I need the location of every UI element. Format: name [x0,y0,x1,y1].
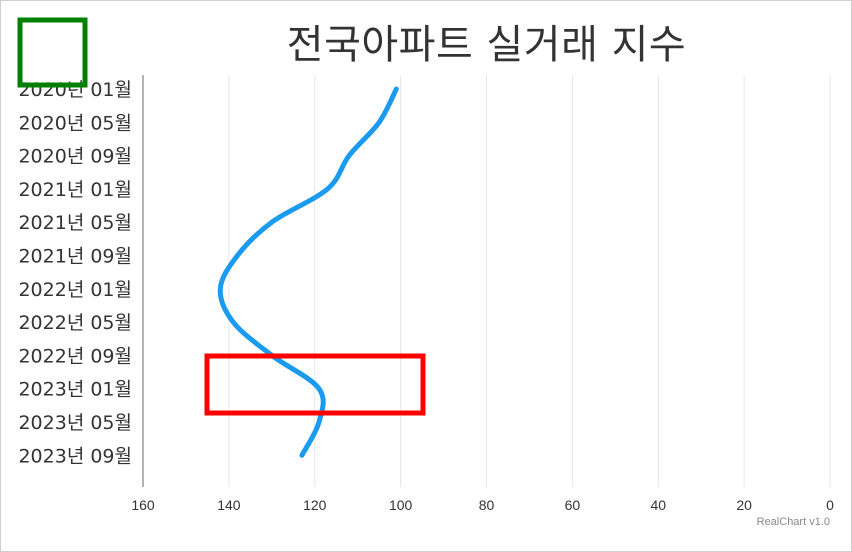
y-tick-label: 2022년 01월 [18,279,132,301]
y-tick-label: 2022년 09월 [18,345,132,367]
series-group [217,86,399,458]
y-tick-label: 2023년 01월 [18,379,132,401]
grid-lines [228,75,831,487]
y-tick-label: 2021년 05월 [18,212,132,234]
y-tick-label: 2021년 01월 [18,179,132,201]
annotation-box [204,353,426,416]
x-tick-label: 80 [479,497,495,513]
chart-credits: RealChart v1.0 [756,516,830,528]
y-tick-label: 2023년 09월 [18,445,132,467]
x-tick-label: 60 [565,497,581,513]
annotation-boxes [17,17,426,416]
y-tick-label: 2020년 09월 [18,146,132,168]
y-tick-label: 2020년 05월 [18,112,132,134]
y-tick-label: 2023년 05월 [18,412,132,434]
y-tick-label: 2022년 05월 [18,312,132,334]
x-tick-label: 40 [650,497,666,513]
x-tick-label: 0 [826,497,834,513]
x-tick-label: 160 [131,497,155,513]
x-tick-label: 120 [303,497,327,513]
x-tick-label: 20 [736,497,752,513]
x-tick-labels: 160 140 120 100 80 60 40 20 0 [131,497,834,513]
chart-title: 전국아파트 실거래 지수 [286,22,687,68]
y-tick-label: 2021년 09월 [18,246,132,268]
x-tick-label: 140 [217,497,241,513]
annotation-box [17,17,88,88]
x-tick-label: 100 [389,497,413,513]
y-tick-labels: 2020년 01월 2020년 05월 2020년 09월 2021년 01월 2021… [18,79,132,467]
y-tick-label: 2020년 01월 [18,79,132,101]
series-line [217,86,399,458]
